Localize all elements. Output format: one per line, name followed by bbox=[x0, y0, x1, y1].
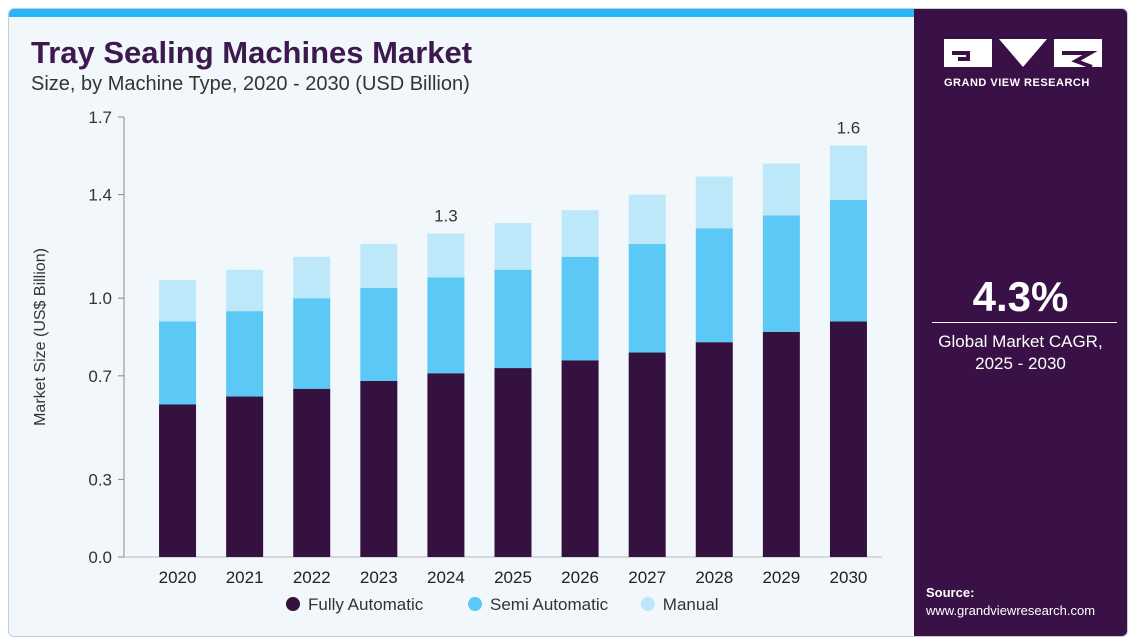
bar-segment bbox=[360, 243, 398, 288]
bar-segment bbox=[561, 360, 599, 557]
bar-segment bbox=[226, 269, 264, 312]
y-tick-label: 0.3 bbox=[88, 470, 112, 489]
y-axis-title: Market Size (US$ Billion) bbox=[32, 248, 49, 426]
bar-segment bbox=[360, 381, 398, 557]
cagr-label: Global Market CAGR, 2025 - 2030 bbox=[914, 331, 1127, 375]
bar-segment bbox=[494, 368, 532, 557]
stacked-bar-chart: 0.0 0.3 0.7 1.0 1.4 1.7 Market Size (US$ Billi… bbox=[32, 108, 882, 614]
x-tick-label: 2027 bbox=[628, 568, 666, 587]
brand-name: GRAND VIEW RESEARCH bbox=[944, 77, 1090, 89]
x-tick-label: 2021 bbox=[226, 568, 264, 587]
bar-segment bbox=[829, 321, 867, 557]
y-tick-label: 0.7 bbox=[88, 367, 112, 386]
bar-segment bbox=[829, 145, 867, 200]
x-tick-label: 2029 bbox=[762, 568, 800, 587]
bar-segment bbox=[829, 199, 867, 322]
bar-segment bbox=[159, 321, 197, 405]
bar-segment bbox=[561, 210, 599, 257]
bar-segment bbox=[695, 228, 733, 343]
x-tick-label: 2020 bbox=[159, 568, 197, 587]
y-tick-label: 0.0 bbox=[88, 548, 112, 567]
grand-view-research-logo-icon bbox=[944, 39, 1102, 69]
bar-segment bbox=[695, 176, 733, 229]
x-tick-label: 2023 bbox=[360, 568, 398, 587]
bar-segment bbox=[159, 404, 197, 557]
legend-marker bbox=[640, 597, 655, 611]
cagr-value: 4.3% bbox=[972, 273, 1069, 320]
bar-segment bbox=[628, 194, 666, 244]
report-card: Tray Sealing Machines Market Size, by Ma… bbox=[8, 8, 1128, 637]
bar-segment bbox=[293, 298, 331, 389]
bar-segment bbox=[762, 331, 800, 557]
source-link[interactable]: www.grandviewresearch.com bbox=[926, 603, 1096, 618]
cagr-divider bbox=[932, 322, 1117, 323]
bar-segment bbox=[427, 373, 465, 557]
page-subtitle: Size, by Machine Type, 2020 - 2030 (USD … bbox=[31, 73, 470, 95]
x-tick-label: 2030 bbox=[830, 568, 868, 587]
legend-marker bbox=[286, 597, 300, 611]
data-label: 1.3 bbox=[434, 206, 458, 225]
x-tick-label: 2028 bbox=[695, 568, 733, 587]
bar-segment bbox=[762, 163, 800, 216]
bar-segment bbox=[293, 256, 331, 299]
bar-segment bbox=[293, 388, 331, 557]
y-tick-label: 1.0 bbox=[88, 289, 112, 308]
bar-segment bbox=[360, 287, 398, 381]
bar-segment bbox=[494, 269, 532, 369]
sidebar: GRAND VIEW RESEARCH 4.3% Global Market C… bbox=[914, 9, 1127, 636]
bar-segment bbox=[226, 396, 264, 557]
x-tick-label: 2026 bbox=[561, 568, 599, 587]
x-tick-label: 2025 bbox=[494, 568, 532, 587]
chart-panel: Tray Sealing Machines Market Size, by Ma… bbox=[9, 9, 914, 636]
page-title: Tray Sealing Machines Market bbox=[31, 35, 473, 70]
x-tick-label: 2022 bbox=[293, 568, 331, 587]
x-tick-label: 2024 bbox=[427, 568, 465, 587]
bar-segment bbox=[494, 223, 532, 270]
legend-label: Semi Automatic bbox=[490, 595, 609, 614]
y-tick-label: 1.7 bbox=[88, 108, 112, 127]
source-label: Source: bbox=[926, 585, 975, 600]
legend-label: Manual bbox=[663, 595, 719, 614]
bar-segment bbox=[628, 243, 666, 353]
legend-label: Fully Automatic bbox=[308, 595, 424, 614]
bar-segment bbox=[561, 256, 599, 361]
bar-segment bbox=[159, 280, 197, 322]
bar-segment bbox=[427, 277, 465, 374]
cagr-label-line1: Global Market CAGR, bbox=[938, 332, 1103, 351]
cagr-label-line2: 2025 - 2030 bbox=[975, 354, 1066, 373]
bar-segment bbox=[762, 215, 800, 332]
data-label: 1.6 bbox=[837, 118, 861, 137]
bar-segment bbox=[628, 352, 666, 557]
bar-segment bbox=[695, 342, 733, 557]
bar-segment bbox=[427, 233, 465, 278]
accent-bar bbox=[9, 9, 914, 17]
y-tick-label: 1.4 bbox=[88, 186, 112, 205]
bar-segment bbox=[226, 311, 264, 397]
legend-marker bbox=[468, 597, 482, 611]
